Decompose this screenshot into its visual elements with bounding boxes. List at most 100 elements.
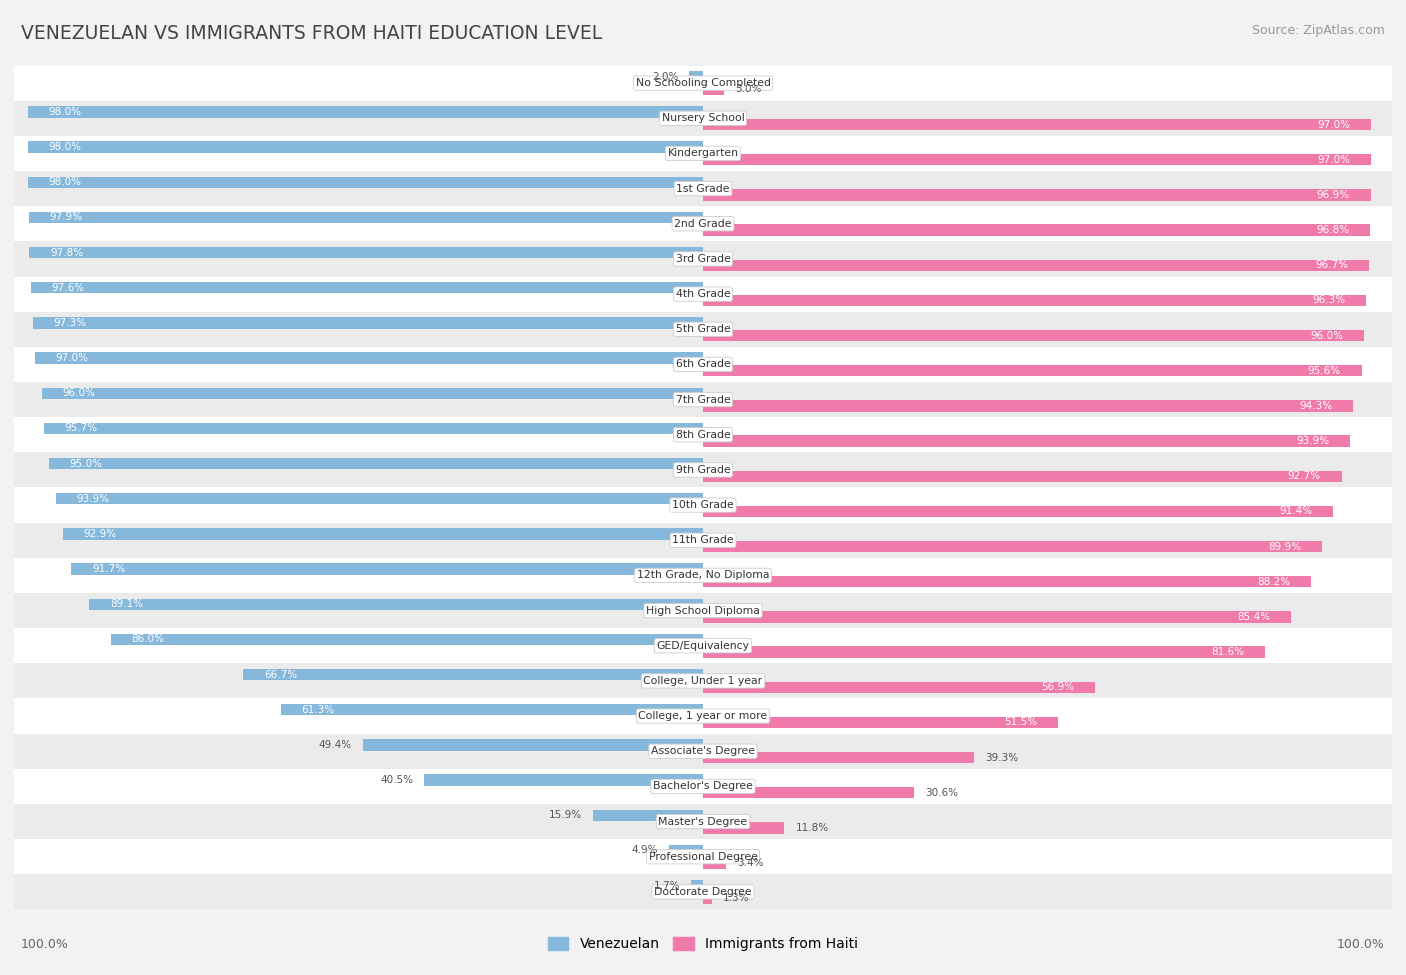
Text: 95.7%: 95.7%: [65, 423, 97, 434]
Bar: [703, 857, 727, 869]
Text: GED/Equivalency: GED/Equivalency: [657, 641, 749, 650]
Bar: [703, 294, 1367, 306]
Bar: [703, 224, 1369, 236]
Text: 96.0%: 96.0%: [62, 388, 96, 398]
Text: VENEZUELAN VS IMMIGRANTS FROM HAITI EDUCATION LEVEL: VENEZUELAN VS IMMIGRANTS FROM HAITI EDUC…: [21, 24, 602, 43]
Text: 96.7%: 96.7%: [1316, 260, 1348, 270]
Bar: [425, 774, 703, 786]
Bar: [281, 704, 703, 716]
Bar: [31, 282, 703, 293]
Bar: [703, 717, 1057, 728]
Bar: [703, 259, 1369, 271]
Text: 89.1%: 89.1%: [110, 600, 143, 609]
Text: College, Under 1 year: College, Under 1 year: [644, 676, 762, 685]
Text: 96.9%: 96.9%: [1317, 190, 1350, 200]
Text: 86.0%: 86.0%: [131, 635, 165, 644]
Bar: [14, 839, 1392, 875]
Text: Nursery School: Nursery School: [662, 113, 744, 123]
Bar: [703, 471, 1341, 482]
Text: 39.3%: 39.3%: [984, 753, 1018, 762]
Text: 3.0%: 3.0%: [735, 85, 761, 95]
Text: 89.9%: 89.9%: [1268, 541, 1302, 552]
Bar: [48, 458, 703, 469]
Text: Professional Degree: Professional Degree: [648, 852, 758, 862]
Text: 98.0%: 98.0%: [48, 177, 82, 187]
Text: Master's Degree: Master's Degree: [658, 816, 748, 827]
Bar: [14, 347, 1392, 382]
Text: 98.0%: 98.0%: [48, 142, 82, 152]
Bar: [14, 136, 1392, 171]
Text: 96.0%: 96.0%: [1310, 331, 1344, 340]
Bar: [111, 634, 703, 645]
Bar: [28, 212, 703, 223]
Text: 85.4%: 85.4%: [1237, 612, 1271, 622]
Bar: [89, 599, 703, 610]
Bar: [14, 558, 1392, 593]
Bar: [14, 242, 1392, 277]
Text: 6th Grade: 6th Grade: [676, 360, 730, 370]
Text: 93.9%: 93.9%: [1296, 436, 1329, 447]
Bar: [593, 809, 703, 821]
Text: 97.8%: 97.8%: [49, 248, 83, 257]
Text: College, 1 year or more: College, 1 year or more: [638, 711, 768, 722]
Bar: [243, 669, 703, 681]
Text: 56.9%: 56.9%: [1042, 682, 1074, 692]
Bar: [703, 189, 1371, 201]
Bar: [703, 646, 1265, 658]
Bar: [703, 892, 711, 904]
Bar: [14, 875, 1392, 910]
Text: 2.0%: 2.0%: [652, 72, 678, 82]
Bar: [703, 365, 1361, 376]
Text: 91.7%: 91.7%: [91, 565, 125, 574]
Bar: [703, 154, 1371, 166]
Bar: [28, 176, 703, 188]
Bar: [703, 506, 1333, 517]
Text: 12th Grade, No Diploma: 12th Grade, No Diploma: [637, 570, 769, 580]
Text: Associate's Degree: Associate's Degree: [651, 746, 755, 757]
Text: 3.4%: 3.4%: [738, 858, 763, 868]
Text: 94.3%: 94.3%: [1299, 401, 1331, 410]
Bar: [14, 382, 1392, 417]
Text: Source: ZipAtlas.com: Source: ZipAtlas.com: [1251, 24, 1385, 37]
Bar: [30, 247, 703, 258]
Text: 30.6%: 30.6%: [925, 788, 957, 798]
Text: 97.0%: 97.0%: [55, 353, 89, 363]
Text: 95.0%: 95.0%: [69, 458, 103, 469]
Bar: [14, 488, 1392, 523]
Bar: [14, 452, 1392, 488]
Bar: [44, 423, 703, 434]
Bar: [703, 436, 1350, 447]
Bar: [703, 822, 785, 834]
Text: 5th Grade: 5th Grade: [676, 325, 730, 334]
Bar: [703, 119, 1371, 131]
Bar: [14, 100, 1392, 136]
Bar: [28, 106, 703, 118]
Text: 10th Grade: 10th Grade: [672, 500, 734, 510]
Bar: [35, 353, 703, 364]
Text: Doctorate Degree: Doctorate Degree: [654, 887, 752, 897]
Text: 81.6%: 81.6%: [1212, 647, 1244, 657]
Text: 92.7%: 92.7%: [1288, 471, 1322, 482]
Bar: [669, 844, 703, 856]
Text: High School Diploma: High School Diploma: [647, 605, 759, 615]
Bar: [14, 65, 1392, 100]
Text: 15.9%: 15.9%: [550, 810, 582, 820]
Bar: [14, 523, 1392, 558]
Bar: [703, 611, 1291, 622]
Text: 100.0%: 100.0%: [21, 938, 69, 951]
Text: 91.4%: 91.4%: [1279, 506, 1312, 517]
Text: 1st Grade: 1st Grade: [676, 183, 730, 194]
Text: 49.4%: 49.4%: [319, 740, 352, 750]
Bar: [703, 541, 1323, 552]
Bar: [56, 493, 703, 504]
Text: 97.3%: 97.3%: [53, 318, 86, 328]
Text: 93.9%: 93.9%: [77, 493, 110, 504]
Bar: [692, 879, 703, 891]
Text: 51.5%: 51.5%: [1004, 718, 1038, 727]
Text: 4th Grade: 4th Grade: [676, 290, 730, 299]
Bar: [703, 401, 1353, 411]
Text: 97.9%: 97.9%: [49, 213, 83, 222]
Bar: [14, 312, 1392, 347]
Bar: [703, 752, 974, 763]
Bar: [14, 628, 1392, 663]
